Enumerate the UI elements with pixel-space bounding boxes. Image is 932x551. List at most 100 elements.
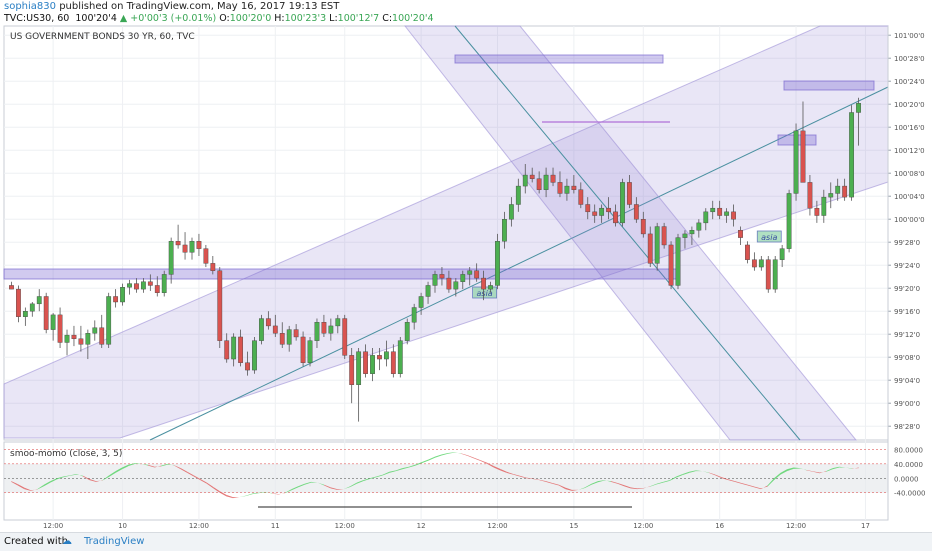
candle[interactable] xyxy=(404,322,410,341)
candle[interactable] xyxy=(120,287,125,303)
candle[interactable] xyxy=(168,241,174,275)
candle[interactable] xyxy=(57,314,63,343)
candle[interactable] xyxy=(432,274,438,286)
candle[interactable] xyxy=(849,112,854,198)
candle[interactable] xyxy=(342,318,348,356)
candle[interactable] xyxy=(647,233,653,264)
candle[interactable] xyxy=(682,233,688,238)
candle[interactable] xyxy=(758,259,764,268)
candle[interactable] xyxy=(71,334,77,339)
candle[interactable] xyxy=(182,244,188,253)
candle[interactable] xyxy=(689,230,695,235)
candle[interactable] xyxy=(807,182,813,209)
candle[interactable] xyxy=(147,281,153,286)
candle[interactable] xyxy=(724,211,730,216)
candle[interactable] xyxy=(390,351,396,374)
candle[interactable] xyxy=(557,182,563,194)
candle[interactable] xyxy=(43,296,49,330)
candle[interactable] xyxy=(363,351,368,374)
candle[interactable] xyxy=(745,244,750,260)
candle[interactable] xyxy=(134,283,139,290)
candle[interactable] xyxy=(800,130,806,183)
candle[interactable] xyxy=(564,185,570,194)
candle[interactable] xyxy=(85,333,91,345)
candle[interactable] xyxy=(140,281,146,290)
candle[interactable] xyxy=(606,207,611,213)
candle[interactable] xyxy=(835,185,841,194)
candle[interactable] xyxy=(78,338,84,345)
candle[interactable] xyxy=(300,336,306,363)
candle[interactable] xyxy=(751,259,757,268)
candle[interactable] xyxy=(467,270,473,275)
candle[interactable] xyxy=(64,334,70,343)
candle[interactable] xyxy=(828,193,834,198)
candle[interactable] xyxy=(36,296,42,305)
indicator-axis[interactable]: 80.0000 40.0000 0.0000 -40.0000 xyxy=(894,446,925,497)
author-link[interactable]: sophia830 xyxy=(4,1,57,12)
candle[interactable] xyxy=(453,281,459,290)
candle[interactable] xyxy=(842,185,848,198)
candle[interactable] xyxy=(529,174,535,179)
candle[interactable] xyxy=(224,340,230,360)
candle[interactable] xyxy=(279,333,285,345)
candle[interactable] xyxy=(154,285,160,294)
candle[interactable] xyxy=(328,325,334,334)
candle[interactable] xyxy=(203,248,209,264)
candle[interactable] xyxy=(779,248,785,260)
candle[interactable] xyxy=(113,296,119,303)
candle[interactable] xyxy=(710,207,716,213)
candle[interactable] xyxy=(731,211,736,220)
candle[interactable] xyxy=(127,283,132,288)
candle[interactable] xyxy=(265,318,271,327)
candle[interactable] xyxy=(411,307,417,323)
candle[interactable] xyxy=(814,207,820,216)
candle[interactable] xyxy=(22,311,28,317)
candle[interactable] xyxy=(335,318,341,327)
candle[interactable] xyxy=(92,327,98,334)
candle[interactable] xyxy=(252,340,257,371)
candle[interactable] xyxy=(765,259,771,290)
candle[interactable] xyxy=(307,340,313,363)
candle[interactable] xyxy=(106,296,112,345)
candle[interactable] xyxy=(856,103,861,113)
candle[interactable] xyxy=(238,336,243,363)
candle[interactable] xyxy=(418,296,424,308)
candle[interactable] xyxy=(668,244,674,286)
candle[interactable] xyxy=(613,211,618,224)
tradingview-logo-icon[interactable]: ☁ xyxy=(62,536,72,547)
candle[interactable] xyxy=(640,218,646,235)
chart-area[interactable]: asiaasiaasiaasia 101'00'0100'28'0100'24'… xyxy=(0,24,932,532)
candle[interactable] xyxy=(314,322,320,341)
time-axis[interactable]: 12:00 10 12:00 11 12:00 12 12:00 15 12:00 16 12:00… xyxy=(43,522,870,530)
candle[interactable] xyxy=(585,204,591,213)
candle[interactable] xyxy=(620,182,625,224)
candle[interactable] xyxy=(738,230,743,238)
candle[interactable] xyxy=(9,285,14,290)
candle[interactable] xyxy=(439,274,445,279)
candle[interactable] xyxy=(502,218,507,242)
candle[interactable] xyxy=(786,193,792,249)
candle[interactable] xyxy=(821,196,827,216)
candle[interactable] xyxy=(543,174,549,190)
candle[interactable] xyxy=(460,274,466,282)
candle[interactable] xyxy=(196,241,202,249)
candle[interactable] xyxy=(717,207,723,216)
candle[interactable] xyxy=(370,355,375,374)
candle[interactable] xyxy=(522,174,528,187)
candle[interactable] xyxy=(175,241,181,246)
candle[interactable] xyxy=(286,329,292,345)
candle[interactable] xyxy=(50,314,56,330)
candle[interactable] xyxy=(356,351,362,385)
candle[interactable] xyxy=(161,274,167,293)
candle[interactable] xyxy=(627,182,632,205)
candle[interactable] xyxy=(633,204,639,220)
candle[interactable] xyxy=(508,204,514,220)
candle[interactable] xyxy=(550,174,556,183)
candles-layer[interactable] xyxy=(9,97,861,422)
candle[interactable] xyxy=(592,211,598,216)
candle[interactable] xyxy=(446,277,452,290)
candle[interactable] xyxy=(349,355,355,385)
candle[interactable] xyxy=(210,263,216,271)
candle[interactable] xyxy=(536,178,542,190)
candle[interactable] xyxy=(189,241,195,253)
